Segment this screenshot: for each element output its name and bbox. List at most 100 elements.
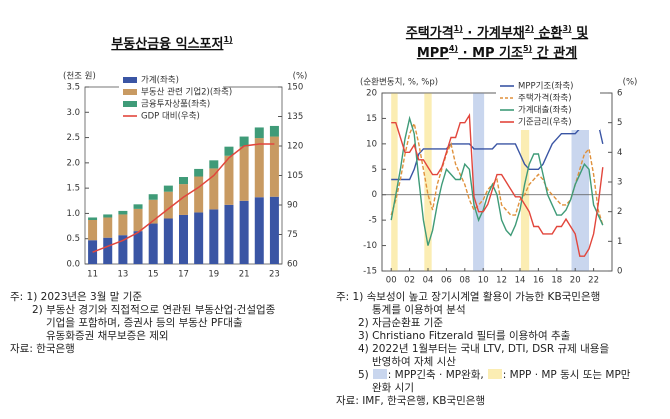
note: 5): MPP긴축 · MP완화,: MPP · MP 동시 또는 MP만: [336, 369, 630, 382]
title-text: 주택가격: [406, 25, 454, 41]
bar-segment: [163, 191, 173, 219]
charts: 부동산금융 익스포저1)0.00.51.01.52.02.53.03.56075…: [63, 24, 638, 286]
line: [390, 121, 604, 226]
x-tick-label: 23: [269, 270, 280, 280]
y-tick-label: 0.0: [66, 260, 80, 270]
notes-left: 주: 1) 2023년은 3월 말 기준 2) 부동산 경기와 직접적으로 연관…: [10, 291, 275, 356]
chart-title: 주택가격1) · 가계부채2) 순환3) 및: [406, 24, 588, 41]
x-tick-label: 04: [423, 276, 434, 286]
chart-title: 부동산금융 익스포저1): [111, 35, 232, 52]
y2-tick-label: 6: [617, 89, 622, 99]
note: 3) Christiano Fitzerald 필터를 이용하여 추출: [358, 330, 571, 342]
bar-segment: [239, 136, 249, 147]
x-tick-label: 16: [533, 276, 544, 286]
x-tick-label: 19: [208, 270, 219, 280]
y2-tick-label: 150: [287, 83, 303, 93]
bar-segment: [239, 146, 249, 201]
note: 기업을 포함하며, 증권사 등의 부동산 PF대출: [46, 317, 243, 329]
x-tick-label: 13: [117, 270, 128, 280]
y-axis-label: (순환변동치, %, %p): [360, 77, 438, 88]
bar-segment: [163, 185, 173, 192]
bar-segment: [269, 196, 279, 264]
bar-segment: [118, 210, 128, 215]
title-text: 순환: [534, 25, 562, 41]
y-tick-label: -15: [363, 267, 377, 277]
legend-label: 부동산 관련 기업2)(좌축): [141, 87, 232, 98]
y2-axis-label: (%): [623, 78, 638, 88]
y-tick-label: -10: [363, 241, 377, 251]
note: 2) 자금순환표 기준: [358, 317, 444, 329]
bar-segment: [118, 214, 128, 236]
bar-segment: [103, 237, 113, 264]
bar-segment: [103, 214, 113, 218]
bar-segment: [254, 197, 264, 264]
x-tick-label: 15: [148, 270, 159, 280]
note: 주: 1) 속보성이 높고 장기시계열 활용이 가능한 KB국민은행: [336, 291, 601, 303]
x-tick-label: 22: [588, 276, 599, 286]
x-tick-label: 12: [496, 276, 507, 286]
legend-label: MPP기조(좌축): [518, 82, 574, 92]
bar-segment: [209, 209, 219, 264]
y-axis-label: (천조 원): [63, 71, 96, 82]
legend-swatch: [123, 101, 137, 107]
bar-segment: [194, 212, 204, 264]
legend-label: 가계대출(좌축): [518, 105, 572, 116]
y2-tick-label: 90: [287, 201, 298, 211]
y2-tick-label: 60: [287, 260, 298, 270]
y-tick-label: 15: [366, 114, 377, 124]
shaded-period: [424, 93, 432, 271]
y2-tick-label: 2: [617, 207, 622, 217]
bar-segment: [133, 231, 143, 264]
note: 반영하여 자체 시산: [372, 356, 456, 368]
bar-segment: [118, 235, 128, 264]
y-tick-label: 1.0: [66, 209, 80, 219]
note: 완화 시기: [372, 382, 414, 394]
y-tick-label: 20: [366, 89, 377, 99]
legend-label: 기준금리(우축): [518, 118, 572, 128]
x-tick-label: 20: [570, 276, 581, 286]
note: 2) 부동산 경기와 직접적으로 연관된 부동산업·건설업종: [32, 304, 276, 316]
bar-segment: [88, 220, 98, 241]
bar-segment: [148, 223, 158, 264]
note: 자료: IMF, 한국은행, KB국민은행: [336, 395, 486, 407]
chart-title: MPP4) · MP 기조5) 간 관계: [417, 44, 577, 61]
bar-segment: [133, 204, 143, 209]
y-tick-label: -5: [369, 216, 377, 226]
line: [92, 143, 275, 253]
legend-label: 주택가격(좌축): [518, 93, 572, 104]
title-superscript: 2): [525, 24, 534, 33]
notes-right: 주: 1) 속보성이 높고 장기시계열 활용이 가능한 KB국민은행 통계를 이…: [336, 291, 630, 408]
note: : MPP긴축 · MP완화,: [387, 369, 484, 381]
bar-segment: [254, 138, 264, 198]
note: 4) 2022년 1월부터는 국내 LTV, DTI, DSR 규제 내용을: [358, 343, 610, 355]
shaded-period: [391, 93, 398, 271]
y-tick-label: 2.5: [66, 133, 80, 143]
title-text: 부동산금융 익스포저: [111, 36, 223, 52]
y-tick-label: 3.5: [66, 83, 80, 93]
bar-segment: [224, 204, 234, 264]
bar-segment: [179, 184, 188, 215]
line: [391, 113, 604, 257]
y2-tick-label: 75: [287, 230, 298, 240]
bar-segment: [194, 176, 204, 213]
bar-segment: [148, 194, 158, 200]
bar-segment: [88, 217, 98, 221]
title-superscript: 3): [562, 24, 571, 33]
y2-tick-label: 3: [617, 178, 622, 188]
y-tick-label: 1.5: [66, 184, 80, 194]
title-superscript: 1): [223, 35, 232, 44]
legend-label: GDP 대비(우축): [141, 112, 200, 122]
note: 유동화증권 채무보증은 제외: [46, 330, 169, 342]
swatch: [372, 369, 387, 379]
bar-segment: [269, 136, 279, 197]
shaded-period: [571, 93, 589, 271]
bar-segment: [209, 160, 219, 169]
y-tick-label: 2.0: [66, 158, 80, 168]
legend-swatch: [123, 89, 137, 95]
y-tick-label: 10: [366, 139, 377, 149]
bar-segment: [254, 127, 264, 139]
y2-tick-label: 0: [617, 267, 622, 277]
bar-segment: [209, 168, 219, 210]
bar-segment: [224, 155, 234, 205]
x-tick-label: 17: [178, 270, 189, 280]
